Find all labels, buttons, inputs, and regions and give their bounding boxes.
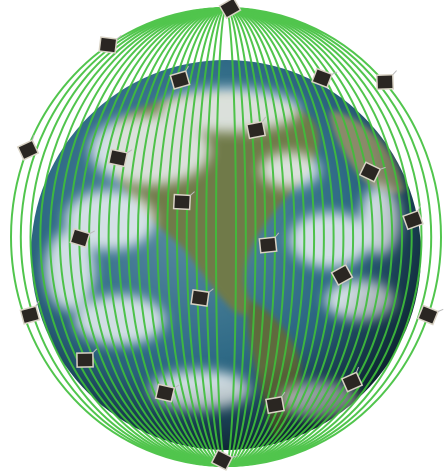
satellite-antenna bbox=[262, 116, 267, 122]
satellite-antenna bbox=[380, 166, 386, 170]
satellite bbox=[245, 116, 267, 140]
satellite bbox=[16, 134, 40, 161]
satellite-antenna bbox=[185, 65, 189, 72]
satellite bbox=[76, 348, 98, 368]
satellite-antenna bbox=[208, 288, 214, 293]
satellite-antenna bbox=[89, 230, 95, 235]
satellite-antenna bbox=[281, 391, 286, 398]
satellite-antenna bbox=[392, 70, 397, 76]
satellite-antenna bbox=[437, 308, 444, 312]
satellite bbox=[190, 288, 214, 307]
satellite-body bbox=[416, 304, 440, 326]
satellite-antenna bbox=[116, 35, 122, 40]
satellite bbox=[98, 35, 122, 54]
satellite bbox=[154, 383, 180, 403]
satellite bbox=[375, 70, 397, 91]
satellite-antenna bbox=[35, 301, 40, 307]
satellite-antenna bbox=[31, 134, 35, 141]
satellite-body bbox=[402, 209, 424, 231]
satellite-body bbox=[265, 395, 285, 415]
satellite bbox=[340, 366, 364, 393]
satellite-body bbox=[340, 371, 364, 393]
satellite bbox=[19, 301, 41, 325]
satellite bbox=[69, 228, 95, 248]
satellite bbox=[402, 205, 424, 231]
satellite-body bbox=[210, 449, 234, 471]
satellite-body bbox=[169, 70, 191, 90]
satellite-antenna bbox=[127, 149, 133, 154]
satellite-antenna bbox=[232, 455, 238, 458]
satellite bbox=[311, 67, 338, 89]
satellite-body bbox=[154, 383, 176, 403]
satellite-body bbox=[311, 67, 333, 89]
satellite bbox=[258, 232, 280, 254]
satellite bbox=[172, 191, 195, 211]
satellites bbox=[16, 0, 444, 471]
satellite bbox=[265, 391, 286, 415]
satellite-antenna bbox=[345, 259, 348, 266]
satellite bbox=[218, 0, 242, 20]
satellite-antenna bbox=[417, 205, 421, 211]
satellite-body bbox=[98, 36, 118, 54]
satellite bbox=[107, 148, 133, 168]
satellite-body bbox=[258, 236, 278, 254]
satellite-body bbox=[330, 263, 354, 287]
satellite-body bbox=[218, 0, 242, 20]
globe-shade bbox=[31, 60, 421, 450]
satellite-antenna bbox=[274, 232, 280, 238]
satellite-antenna bbox=[190, 191, 195, 196]
satellite-body bbox=[358, 161, 382, 183]
satellite-body bbox=[172, 193, 192, 211]
satellite bbox=[358, 161, 386, 183]
satellite-body bbox=[16, 139, 40, 161]
satellite bbox=[330, 259, 354, 287]
satellite bbox=[416, 304, 444, 326]
satellite-antenna bbox=[174, 384, 180, 389]
satellite-body bbox=[190, 289, 210, 307]
satellite-body bbox=[375, 73, 395, 91]
satellite-body bbox=[76, 352, 94, 368]
satellite-body bbox=[19, 305, 41, 325]
satellite bbox=[210, 449, 238, 471]
satellite-body bbox=[69, 228, 91, 248]
satellite-antenna bbox=[92, 348, 98, 354]
satellite-body bbox=[245, 120, 267, 140]
satellite bbox=[169, 65, 191, 90]
satellite-body bbox=[107, 148, 129, 168]
satellite-antenna bbox=[355, 366, 359, 373]
satellite-antenna bbox=[331, 71, 338, 75]
